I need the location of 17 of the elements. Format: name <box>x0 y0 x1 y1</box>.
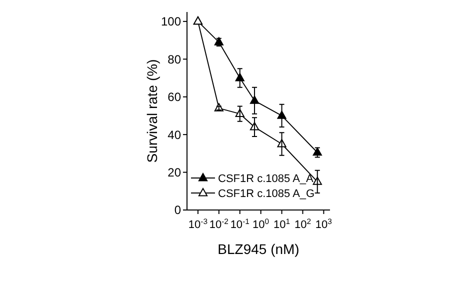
y-tick-label: 80 <box>168 52 182 66</box>
x-tick-label: 10$^{-1}$ <box>230 216 250 231</box>
x-tick-label: 10$^{3}$ <box>315 216 332 231</box>
y-axis-title: Survival rate (%) <box>144 59 160 163</box>
x-tick-label: 10$^{-3}$ <box>188 216 208 231</box>
x-tick-label: 10$^{-2}$ <box>209 216 228 231</box>
y-tick-label: 60 <box>168 90 182 104</box>
legend-label: CSF1R c.1085 A_G <box>218 188 315 200</box>
y-tick-label: 20 <box>168 165 182 180</box>
y-tick-label: 0 <box>174 203 182 218</box>
y-tick-label: 40 <box>168 128 182 142</box>
y-tick-label: 100 <box>160 14 182 29</box>
x-tick-label: 10$^{1}$ <box>274 216 290 231</box>
x-tick-label: 10$^{2}$ <box>294 216 311 231</box>
legend-label: CSF1R c.1085 A_A <box>218 172 314 185</box>
x-tick-label: 10$^{0}$ <box>252 216 270 231</box>
x-axis-title: BLZ945 (nM) <box>218 241 300 257</box>
